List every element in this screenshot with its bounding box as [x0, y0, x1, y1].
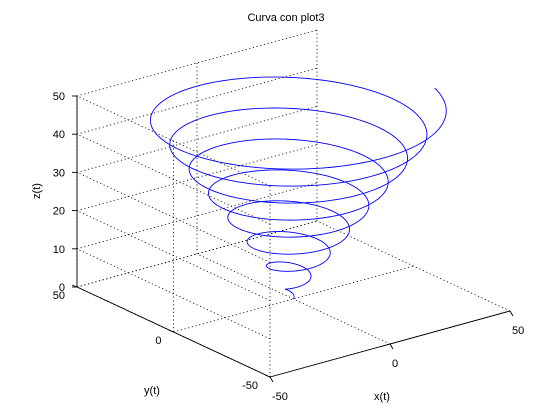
x-tick-mark — [509, 310, 514, 317]
z-tick-label: 10 — [53, 244, 65, 256]
z-tick-label: 30 — [53, 167, 65, 179]
chart-title: Curva con plot3 — [247, 12, 324, 24]
plot-area — [149, 76, 447, 300]
x-tick-label: 50 — [512, 325, 524, 337]
grid-line — [76, 133, 271, 225]
x-tick-label: -50 — [272, 391, 288, 403]
z-axis-label: z(t) — [31, 183, 43, 199]
grid-line — [76, 210, 271, 301]
grid-line — [316, 220, 511, 312]
axes-box — [71, 95, 514, 383]
y-tick-label: -50 — [242, 380, 258, 392]
y-tick-mark — [168, 329, 174, 333]
z-tick-label: 50 — [53, 91, 65, 103]
y-tick-label: 0 — [155, 335, 161, 347]
z-tick-label: 20 — [53, 206, 65, 218]
x-tick-mark — [389, 343, 394, 350]
x-tick-label: 0 — [392, 358, 398, 370]
x-tick-mark — [269, 376, 274, 383]
grid-line — [76, 95, 271, 187]
z-tick-label: 0 — [59, 282, 65, 294]
y-tick-mark — [264, 374, 271, 378]
z-tick-label: 40 — [53, 129, 65, 141]
y-tick-label: 50 — [53, 290, 65, 302]
grid-line — [76, 172, 271, 263]
grid-line — [76, 248, 271, 340]
spiral-curve — [149, 76, 447, 300]
x-axis-label: x(t) — [374, 391, 390, 403]
y-axis-label: y(t) — [144, 385, 160, 397]
